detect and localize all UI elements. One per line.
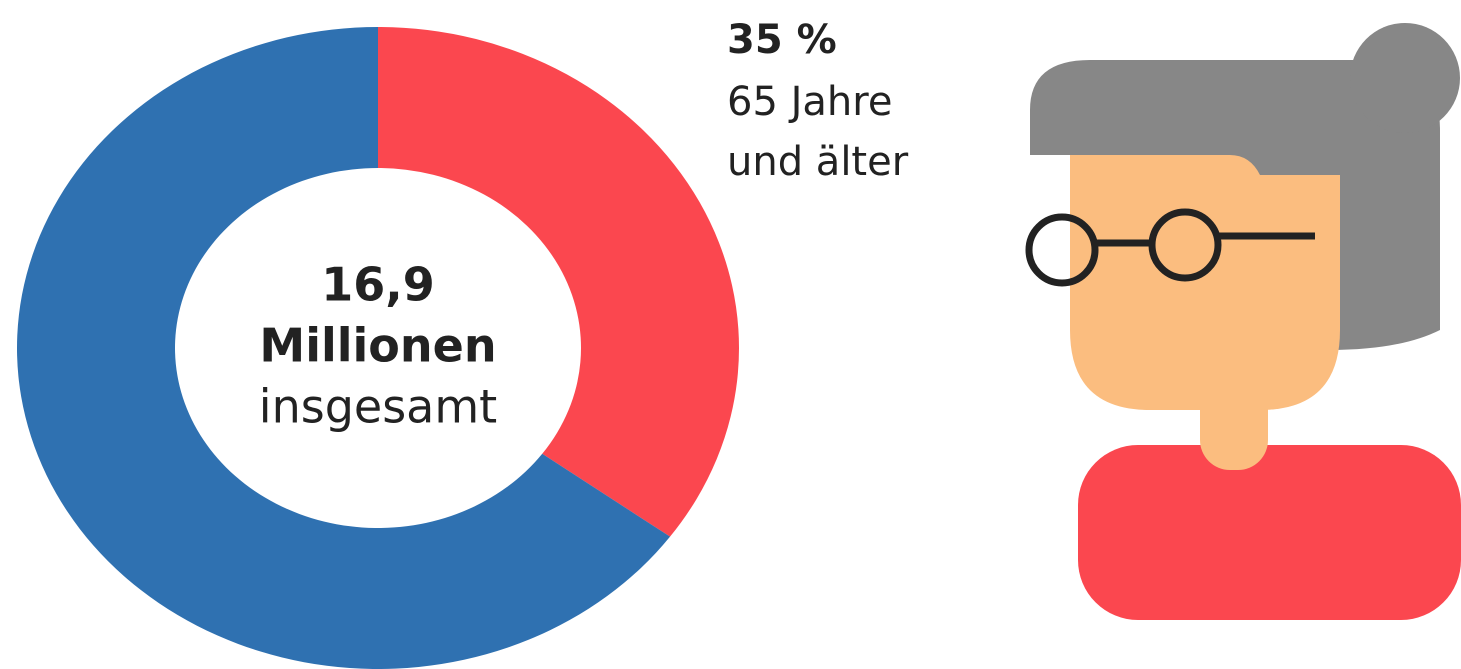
category-label: und älter: [727, 139, 909, 185]
body: [1078, 445, 1461, 620]
page: 16,9 Millionen insgesamt 35 % 65 Jahre und äl…: [0, 0, 1461, 669]
center-text: 16,9: [321, 258, 435, 312]
value-label: 35 %: [727, 17, 837, 63]
category-label: 65 Jahre: [727, 79, 892, 125]
illustration: [1029, 23, 1461, 620]
donut-chart: 16,9 Millionen insgesamt 35 % 65 Jahre und äl…: [17, 17, 909, 669]
center-text: insgesamt: [259, 380, 497, 434]
hair-bun: [1350, 23, 1460, 133]
center-text: Millionen: [259, 319, 496, 373]
